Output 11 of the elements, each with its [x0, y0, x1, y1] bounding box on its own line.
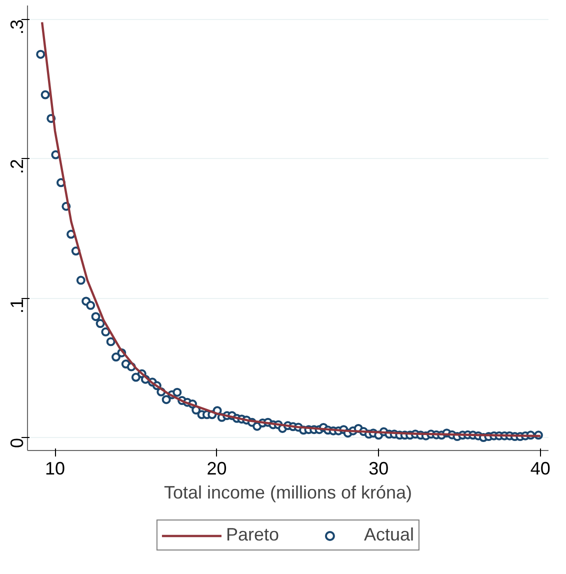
- x-tick-label: 10: [44, 458, 66, 478]
- x-tick-label: 40: [530, 458, 550, 478]
- legend-label: Pareto: [226, 524, 280, 546]
- legend-label: Actual: [364, 524, 414, 546]
- x-axis-title: Total income (millions of króna): [164, 482, 412, 502]
- y-tick-label: .2: [7, 158, 27, 174]
- x-tick-label: 20: [206, 458, 227, 478]
- y-tick-label: .1: [7, 298, 27, 314]
- y-tick-label: 0: [7, 438, 27, 448]
- x-tick-label: 30: [368, 458, 389, 478]
- y-tick-label: .3: [7, 19, 27, 34]
